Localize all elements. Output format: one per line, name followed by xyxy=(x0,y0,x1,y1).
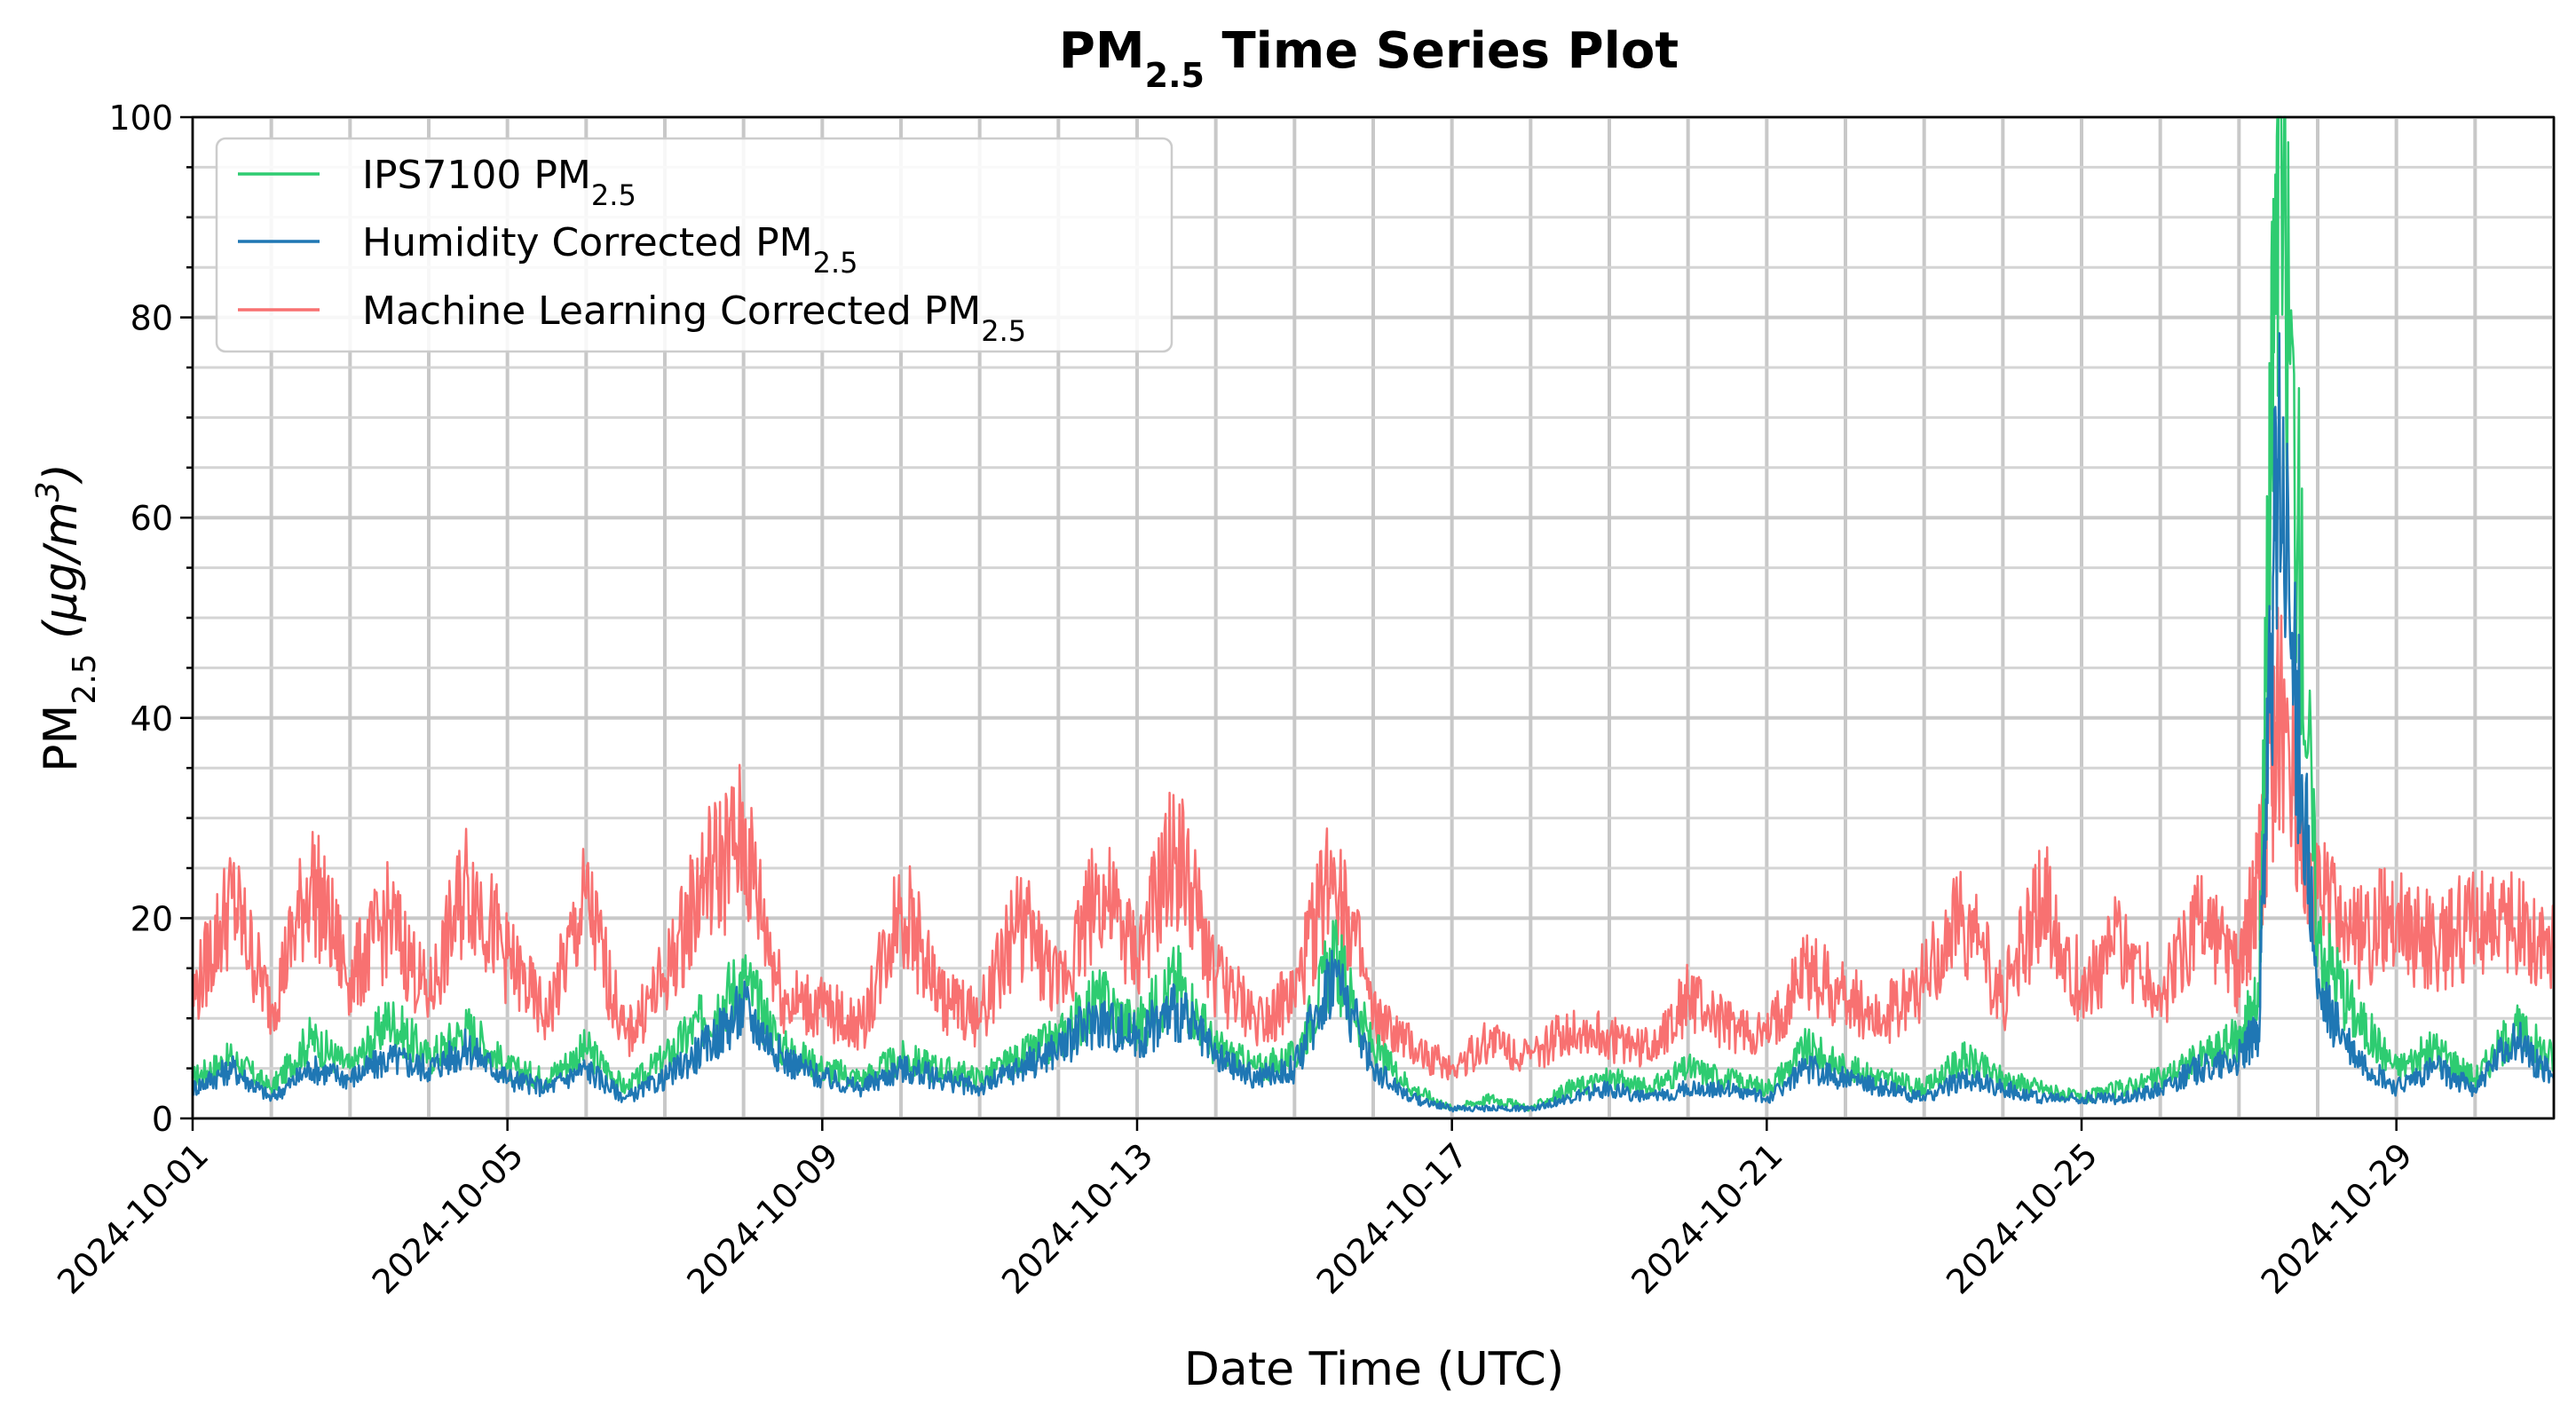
y-tick-label: 40 xyxy=(130,699,173,739)
y-axis-label-sub: 2.5 xyxy=(67,653,103,704)
y-axis-ticks: 0 20 40 60 80 100 xyxy=(108,99,193,1139)
x-tick-label: 2024-10-13 xyxy=(994,1135,1160,1301)
legend-label-ml-corrected-sub: 2.5 xyxy=(981,314,1026,348)
chart-title: PM2.5 Time Series Plot xyxy=(1059,22,1679,95)
y-axis-label: PM2.5 (μg/m3) xyxy=(30,463,103,772)
legend-label-humidity-corrected: Humidity Corrected PM2.5 xyxy=(362,220,857,280)
x-tick-label: 2024-10-29 xyxy=(2254,1135,2420,1301)
x-tick-label: 2024-10-09 xyxy=(679,1135,845,1301)
legend-label-humidity-corrected-main: Humidity Corrected PM xyxy=(362,220,813,265)
chart-title-rest: Time Series Plot xyxy=(1205,22,1679,80)
x-tick-label: 2024-10-25 xyxy=(1939,1135,2105,1301)
legend-label-ips7100-main: IPS7100 PM xyxy=(362,153,591,198)
series-line-ml-corrected xyxy=(191,606,2556,1081)
y-tick-label: 0 xyxy=(152,1100,173,1139)
legend-label-ml-corrected-main: Machine Learning Corrected PM xyxy=(362,288,981,334)
series-line-ips7100 xyxy=(191,115,2556,1112)
y-axis-label-sup: 3 xyxy=(30,481,67,502)
series-line-humidity-corrected xyxy=(191,332,2556,1113)
legend-label-ips7100-sub: 2.5 xyxy=(591,178,636,212)
legend-label-ml-corrected: Machine Learning Corrected PM2.5 xyxy=(362,288,1026,348)
y-tick-label: 60 xyxy=(130,499,173,538)
x-tick-label: 2024-10-05 xyxy=(365,1135,531,1301)
legend-frame xyxy=(215,137,1173,353)
y-tick-label: 80 xyxy=(130,299,173,338)
y-tick-label: 20 xyxy=(130,899,173,938)
x-axis-label: Date Time (UTC) xyxy=(1184,1343,1564,1396)
series-layer xyxy=(191,115,2556,1113)
y-axis-label-unit: (μg/m xyxy=(35,502,88,653)
x-tick-label: 2024-10-17 xyxy=(1309,1135,1475,1301)
legend-label-ips7100: IPS7100 PM2.5 xyxy=(362,153,636,212)
legend: IPS7100 PM2.5 Humidity Corrected PM2.5 M… xyxy=(215,137,1173,353)
y-tick-label: 100 xyxy=(108,99,173,138)
x-axis-ticks: 2024-10-01 2024-10-05 2024-10-09 2024-10-13… xyxy=(50,1118,2420,1302)
x-tick-label: 2024-10-21 xyxy=(1624,1135,1790,1301)
legend-label-humidity-corrected-sub: 2.5 xyxy=(813,246,858,280)
x-tick-label: 2024-10-01 xyxy=(50,1135,216,1301)
y-axis-label-close: ) xyxy=(35,463,88,485)
chart-title-main: PM xyxy=(1059,22,1145,80)
chart-title-sub: 2.5 xyxy=(1145,56,1205,95)
y-axis-label-main: PM xyxy=(35,705,88,772)
